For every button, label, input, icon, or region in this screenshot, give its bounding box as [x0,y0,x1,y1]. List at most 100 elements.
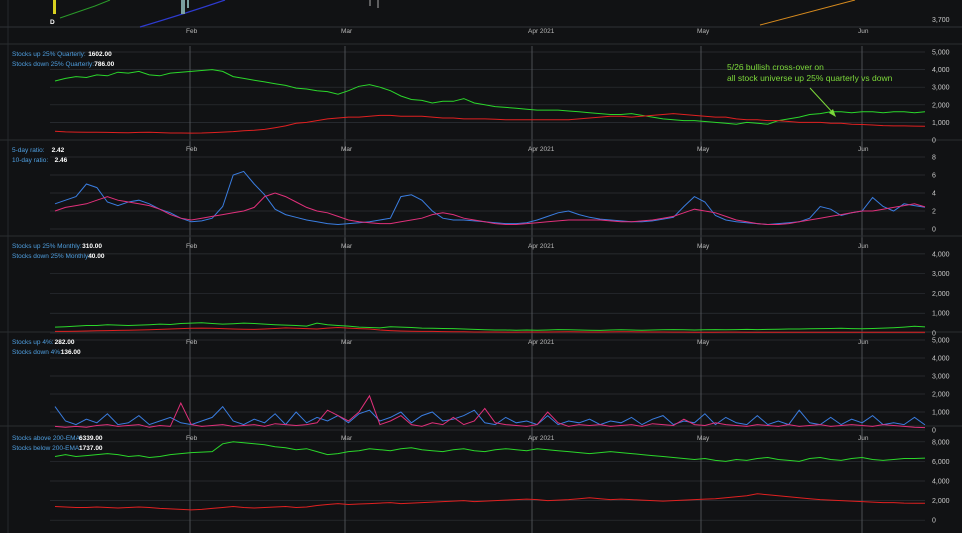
series-line-magenta [54,394,926,429]
month-label: Feb [186,339,198,346]
top-strip-price-line [59,0,111,19]
labels-layer: Feb Mar Apr 2021 May Jun 0 1,000 2,000 3,000 4,00… [12,28,950,525]
month-label: Jun [858,435,869,442]
y-tick-label: 6 [932,173,936,180]
top-strip-ma-line [139,0,226,28]
y-tick-label: 6,000 [932,459,950,466]
month-label: May [697,339,710,346]
top-strip-marker: D [50,19,55,26]
legend-value: 136.00 [61,349,81,356]
y-tick-label: 5,000 [932,338,950,345]
y-tick-label: 5,000 [932,50,950,57]
y-tick-label: 0 [932,227,936,234]
legend-label: 5-day ratio: [12,147,45,154]
month-label: Apr 2021 [528,435,555,442]
panel-ratio [54,170,926,226]
month-label: May [697,146,710,153]
panel-quarterly [54,69,926,134]
month-label: Mar [341,339,353,346]
month-label: Mar [341,243,353,250]
y-tick-label: 2,000 [932,498,950,505]
y-tick-label: 8 [932,155,936,162]
legend-value: 786.00 [94,61,114,68]
top-strip-trend-line [759,0,856,26]
y-tick-label: 2 [932,209,936,216]
panel-four_percent [54,394,926,429]
annotation-arrow-head [829,109,836,117]
top-month-label: Mar [341,28,353,35]
y-tick-label: 3,000 [932,271,950,278]
y-tick-label: 4,000 [932,479,950,486]
y-tick-label: 3,000 [932,374,950,381]
top-strip-candle [187,0,189,8]
legend-value: 1602.00 [88,51,112,58]
month-label: May [697,435,710,442]
series-line-blue [54,405,926,426]
top-month-label: Apr 2021 [528,28,555,35]
top-price-strip: 3,700 D [50,0,950,28]
month-label: Feb [186,146,198,153]
legend-label: Stocks up 4%: [12,339,54,346]
month-label: Jun [858,243,869,250]
legend-label: Stocks up 25% Monthly: [12,243,82,250]
legend-value: 310.00 [82,243,102,250]
month-label: May [697,243,710,250]
top-month-label: Feb [186,28,198,35]
legend-label: Stocks down 25% Monthly: [12,253,90,260]
series-line-red [55,326,925,333]
y-tick-label: 1,000 [932,410,950,417]
top-month-label: Jun [858,28,869,35]
annotation-arrow-shaft [809,87,835,115]
y-tick-label: 8,000 [932,439,950,446]
month-label: Feb [186,435,198,442]
y-tick-label: 3,000 [932,85,950,92]
month-label: Jun [858,339,869,346]
legend-value: 2.46 [55,157,68,164]
series-line-magenta [54,192,926,225]
series-line-green [54,441,926,462]
y-tick-label: 4,000 [932,67,950,74]
month-label: Jun [858,146,869,153]
y-tick-label: 2,000 [932,102,950,109]
legend-value: 6339.00 [79,435,103,442]
series-line-red [54,493,925,511]
legend-label: Stocks above 200-EMA: [12,435,82,442]
y-tick-label: 4,000 [932,356,950,363]
legend-value: 1737.00 [79,445,103,452]
y-tick-label: 0 [932,518,936,525]
annotation: 5/26 bullish cross-over on all stock uni… [727,62,893,117]
y-tick-label: 2,000 [932,291,950,298]
y-tick-label: 0 [932,428,936,435]
month-label: Feb [186,243,198,250]
y-tick-label: 4 [932,191,936,198]
top-strip-candle [181,0,185,14]
legend-value: 2.42 [52,147,65,154]
month-label: Mar [341,146,353,153]
month-label: Apr 2021 [528,243,555,250]
y-tick-label: 2,000 [932,392,950,399]
top-month-label: May [697,28,710,35]
series-layer [54,69,926,511]
y-tick-label: 1,000 [932,120,950,127]
top-strip-y-label: 3,700 [932,17,950,24]
series-line-green [54,322,926,331]
month-label: Mar [341,435,353,442]
legend-label: 10-day ratio: [12,157,48,164]
legend-label: Stocks down 25% Quarterly: [12,61,94,68]
top-strip-volume-bar [53,0,56,14]
y-tick-label: 0 [932,331,936,338]
annotation-line-2: all stock universe up 25% quarterly vs d… [727,73,893,83]
month-label: Apr 2021 [528,339,555,346]
legend-value: 282.00 [55,339,75,346]
panel-ema200 [54,441,926,511]
legend-value: 40.00 [88,253,105,260]
annotation-line-1: 5/26 bullish cross-over on [727,62,824,72]
month-label: Apr 2021 [528,146,555,153]
legend-label: Stocks below 200-EMA: [12,445,81,452]
panel-monthly [54,322,926,333]
y-tick-label: 0 [932,138,936,145]
y-tick-label: 4,000 [932,251,950,258]
